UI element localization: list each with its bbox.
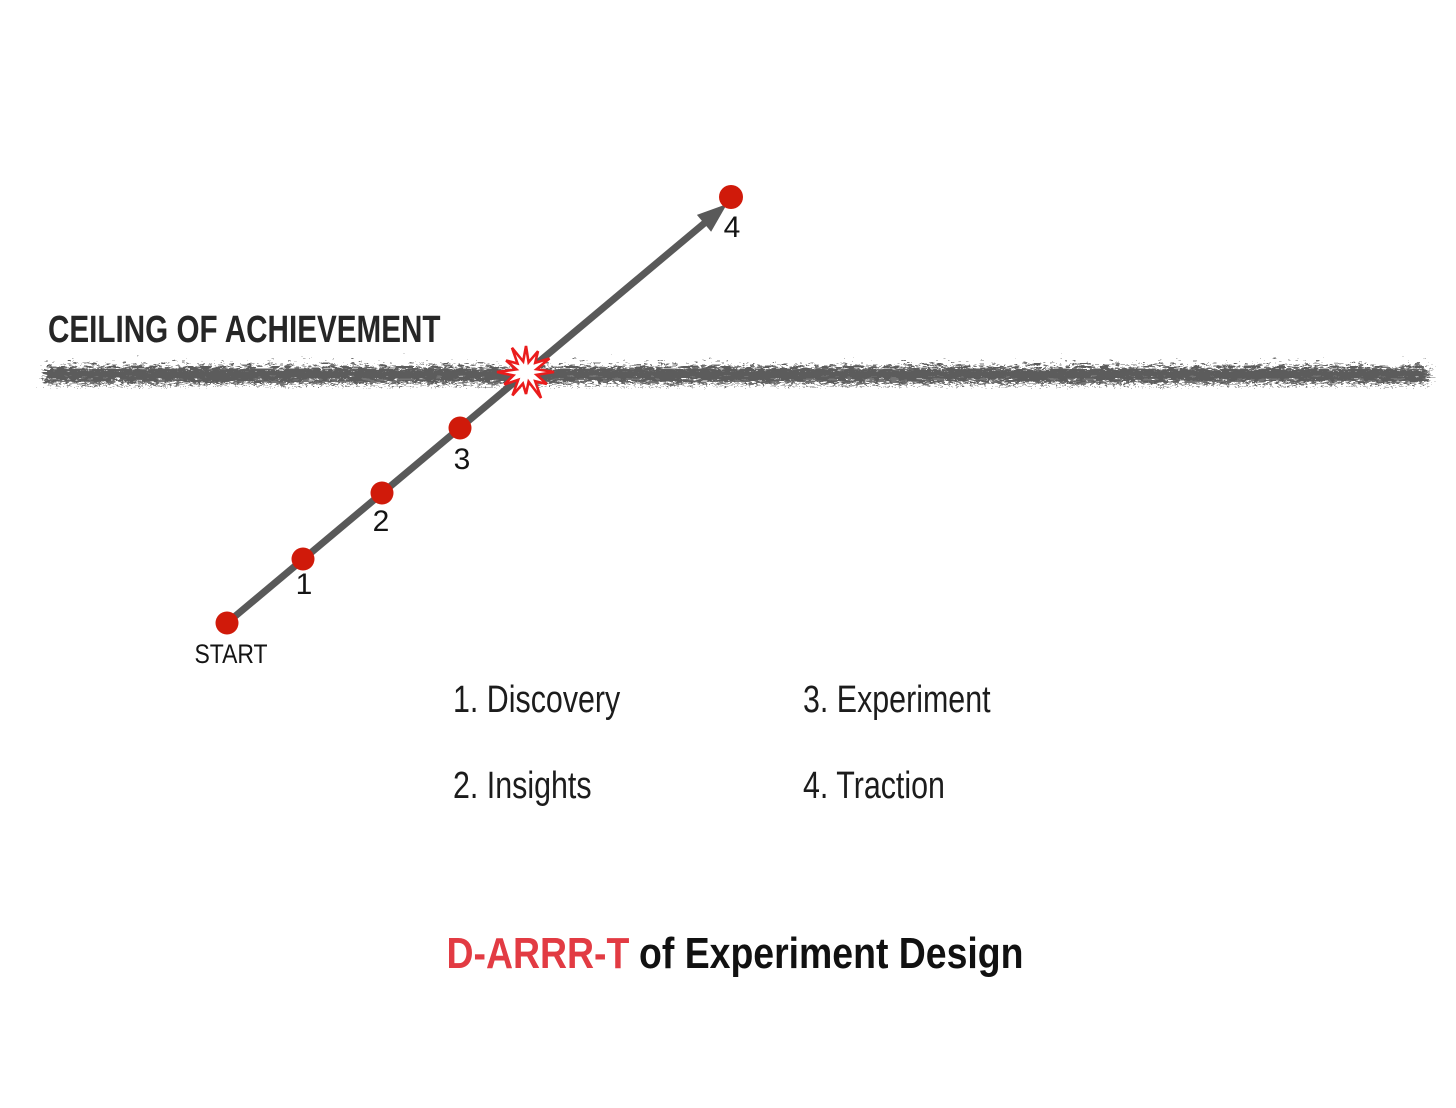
ceiling-line	[42, 363, 1424, 378]
milestone-label-1: 1	[296, 568, 313, 601]
milestone-dot-start	[215, 611, 239, 635]
ceiling-band-texture	[42, 363, 1424, 378]
title-rest: of Experiment Design	[639, 929, 1024, 978]
ceiling-label: CEILING OF ACHIEVEMENT	[48, 309, 441, 351]
milestone-label-3: 3	[454, 443, 471, 476]
legend-item-experiment: 3. Experiment	[803, 679, 991, 721]
legend-item-discovery: 1. Discovery	[453, 679, 621, 721]
arrowhead	[696, 204, 727, 232]
milestone-dot-2	[370, 481, 394, 505]
burst-icon	[496, 345, 555, 399]
milestone-dot-1	[291, 547, 315, 571]
title-highlight: D-ARRR-T	[446, 929, 630, 978]
legend-item-insights: 2. Insights	[453, 765, 592, 807]
start-label: START	[194, 639, 268, 669]
legend-item-traction: 4. Traction	[803, 765, 945, 807]
milestone-label-4: 4	[724, 211, 741, 244]
diagram-title: D-ARRR-T of Experiment Design	[447, 932, 1024, 976]
milestone-label-2: 2	[373, 505, 390, 538]
milestone-dot-4	[719, 185, 743, 209]
milestone-dot-3	[448, 416, 472, 440]
